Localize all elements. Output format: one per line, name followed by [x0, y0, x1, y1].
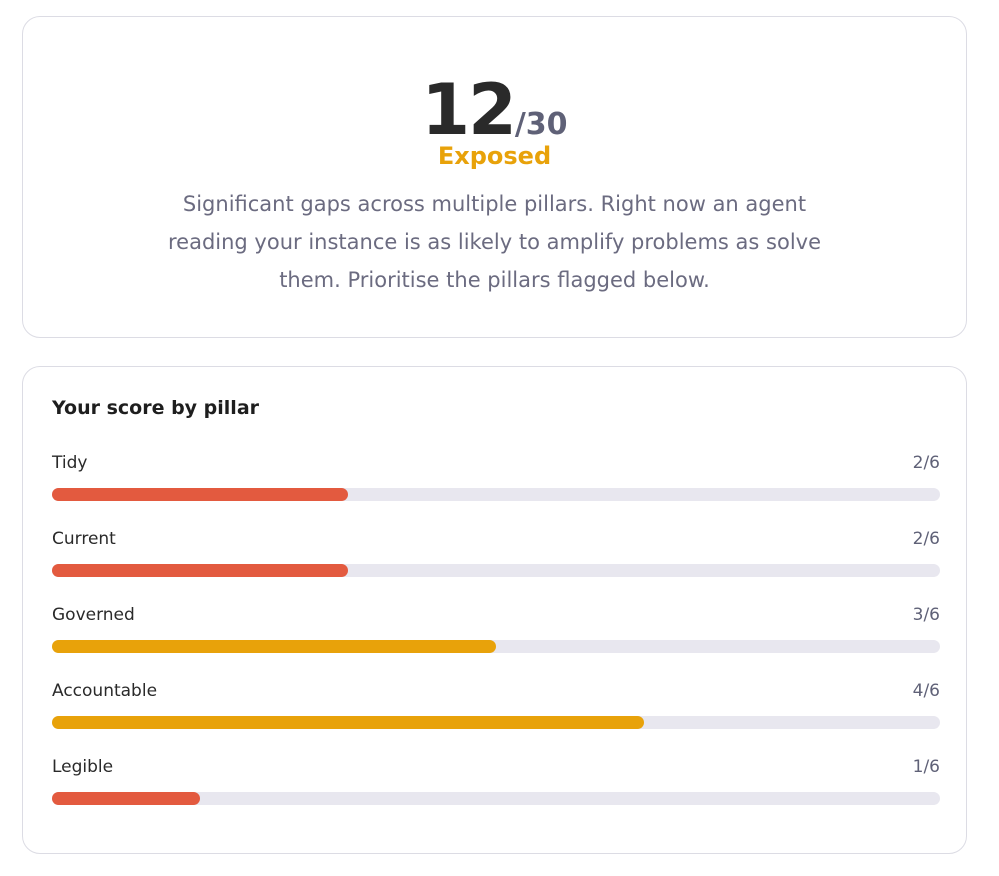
progress-track — [52, 716, 940, 729]
progress-track — [52, 640, 940, 653]
pillar-name: Governed — [52, 605, 135, 625]
progress-track — [52, 488, 940, 501]
score-value: 12 — [421, 69, 516, 151]
pillar-name: Tidy — [52, 453, 88, 473]
pillar-score: 2/6 — [912, 453, 940, 473]
progress-track — [52, 792, 940, 805]
pillar-name: Current — [52, 529, 116, 549]
pillar-score: 2/6 — [912, 529, 940, 549]
score: 12/30 — [23, 69, 966, 151]
progress-fill — [52, 716, 644, 729]
progress-track — [52, 564, 940, 577]
pillar-row: Governed 3/6 — [52, 605, 940, 665]
pillar-score: 4/6 — [912, 681, 940, 701]
progress-fill — [52, 792, 200, 805]
score-card: 12/30 Exposed Significant gaps across mu… — [22, 16, 967, 338]
rating: Exposed — [437, 142, 552, 170]
progress-fill — [52, 640, 496, 653]
pillar-row: Current 2/6 — [52, 529, 940, 589]
pillar-name: Legible — [52, 757, 114, 777]
progress-fill — [52, 564, 348, 577]
pillar-row: Tidy 2/6 — [52, 453, 940, 513]
pillar-score: 1/6 — [912, 757, 940, 777]
pillar-name: Accountable — [52, 681, 158, 701]
pillar-score: 3/6 — [912, 605, 940, 625]
pillar-row: Legible 1/6 — [52, 757, 940, 817]
pillar-card: Your score by pillar Tidy 2/6 Current 2/6 Go… — [22, 366, 967, 854]
progress-fill — [52, 488, 348, 501]
description: Significant gaps across multiple pillars… — [167, 192, 822, 292]
score-total: /30 — [514, 107, 568, 142]
pillar-row: Accountable 4/6 — [52, 681, 940, 741]
section-title: Your score by pillar — [52, 397, 260, 419]
